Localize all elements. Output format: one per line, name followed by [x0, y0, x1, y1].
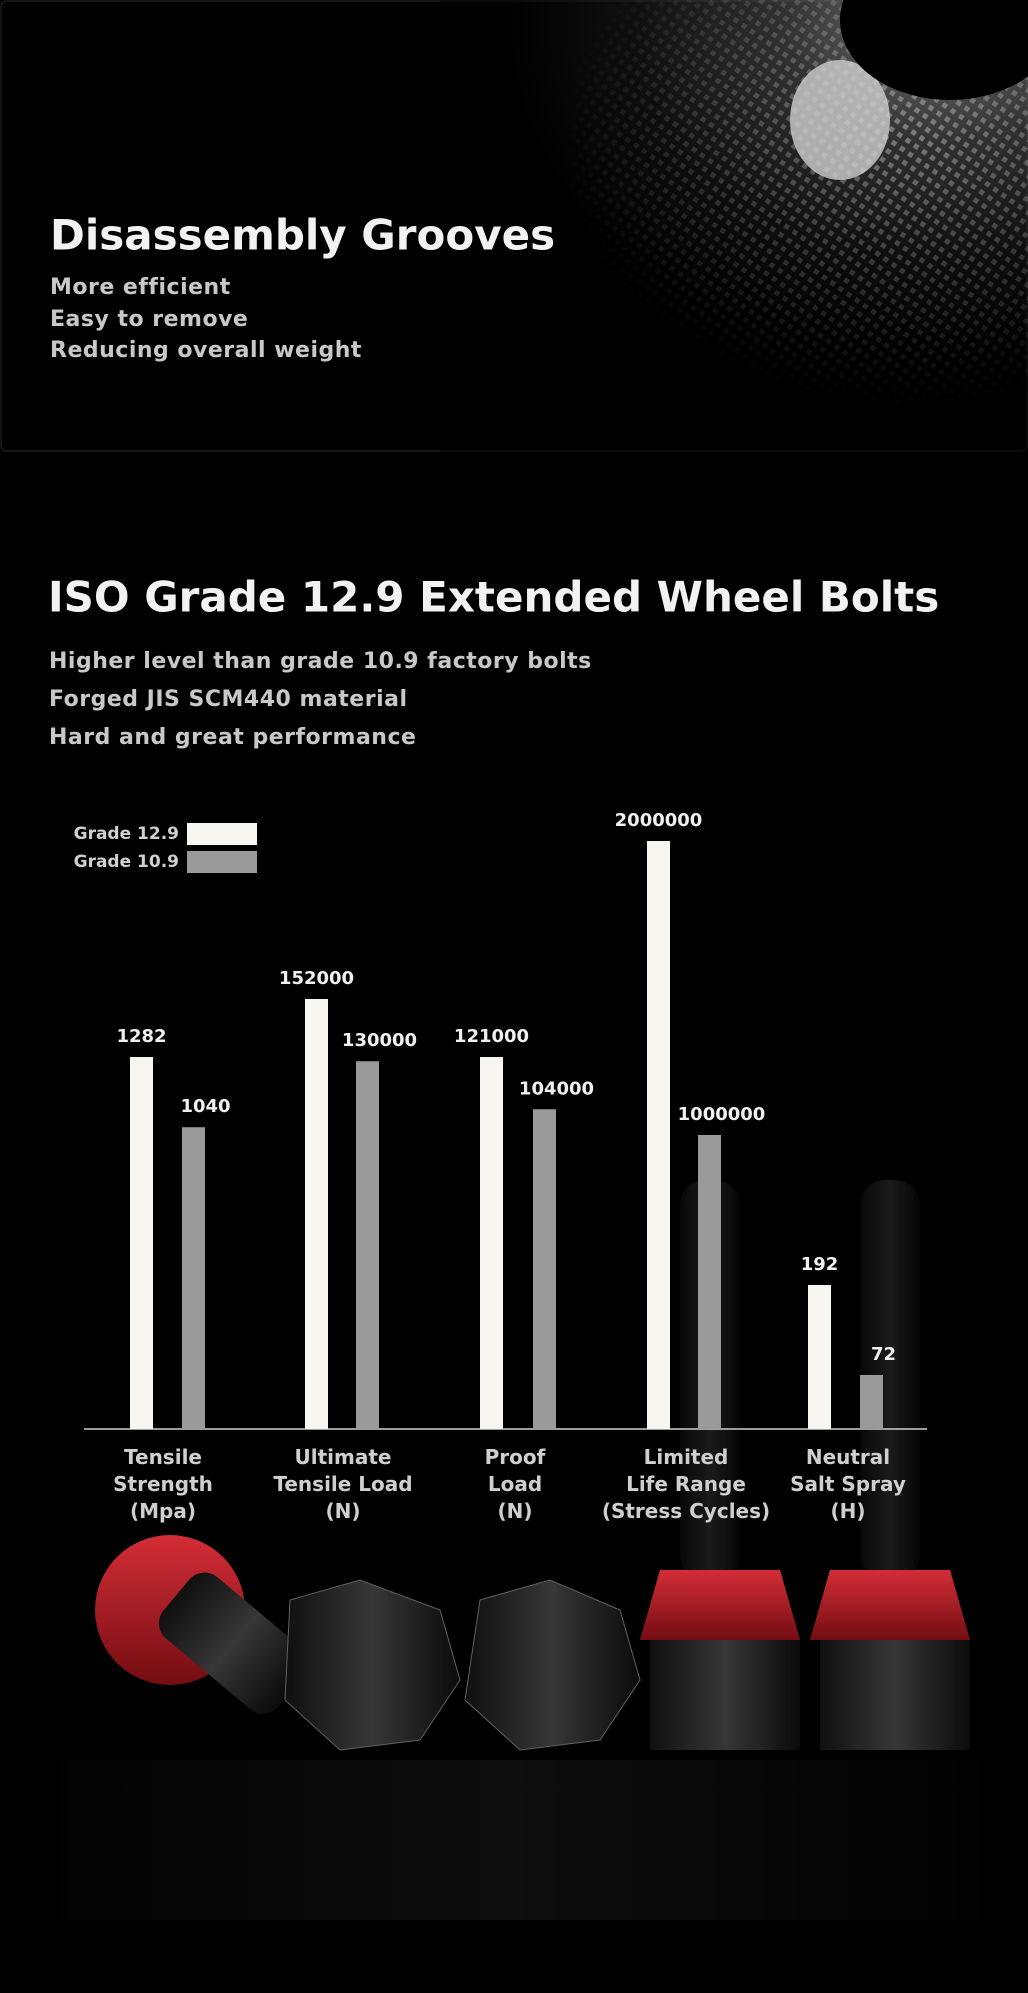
legend-swatch [187, 823, 257, 845]
x-tick-label: Neutral Salt Spray (H) [790, 1445, 906, 1523]
feature: Hard and great performance [49, 725, 416, 750]
label-line: (Stress Cycles) [602, 1499, 770, 1523]
value-label: 2000000 [615, 810, 703, 831]
bar [808, 1285, 831, 1429]
label-line: Neutral [806, 1445, 890, 1469]
x-tick-label: Limited Life Range (Stress Cycles) [602, 1445, 770, 1523]
bar [533, 1109, 556, 1429]
value-label: 1282 [116, 1026, 166, 1047]
value-label: 1040 [180, 1096, 230, 1117]
bar [480, 1057, 503, 1429]
label-line: (N) [497, 1499, 532, 1523]
x-tick-label: Proof Load (N) [485, 1445, 546, 1523]
section-title: ISO Grade 12.9 Extended Wheel Bolts [48, 573, 939, 622]
label-line: Ultimate [295, 1445, 392, 1469]
value-label: 72 [871, 1344, 896, 1365]
wheel-hole [790, 60, 890, 180]
section-title: Disassembly Grooves [50, 211, 555, 260]
bar [698, 1135, 721, 1429]
legend-swatch [187, 851, 257, 873]
label-line: Life Range [626, 1472, 746, 1496]
value-label: 130000 [342, 1030, 417, 1051]
value-label: 104000 [519, 1078, 594, 1099]
value-label: 192 [801, 1254, 839, 1275]
bar [305, 999, 328, 1429]
label-line: Tensile Load [273, 1472, 412, 1496]
feature: Forged JIS SCM440 material [49, 687, 408, 712]
x-tick-label: Ultimate Tensile Load (N) [273, 1445, 412, 1523]
label-line: Load [488, 1472, 542, 1496]
value-label: 1000000 [678, 1104, 766, 1125]
label-line: Salt Spray [790, 1472, 906, 1496]
label-line: (N) [325, 1499, 360, 1523]
label-line: (Mpa) [130, 1499, 196, 1523]
x-tick-label: Tensile Strength (Mpa) [113, 1445, 213, 1523]
label-line: Proof [485, 1445, 546, 1469]
bar [647, 841, 670, 1429]
bar [356, 1061, 379, 1429]
feature: Easy to remove [50, 307, 248, 332]
bar [182, 1127, 205, 1429]
bar [860, 1375, 883, 1429]
bar [130, 1057, 153, 1429]
wheel-hole [840, 0, 1028, 100]
label-line: Tensile [124, 1445, 202, 1469]
feature: Higher level than grade 10.9 factory bol… [49, 649, 592, 674]
label-line: Limited [644, 1445, 729, 1469]
legend-label: Grade 10.9 [74, 852, 179, 872]
value-label: 152000 [279, 968, 354, 989]
legend-label: Grade 12.9 [74, 824, 179, 844]
feature: More efficient [50, 275, 231, 300]
feature: Reducing overall weight [50, 338, 362, 363]
value-label: 121000 [454, 1026, 529, 1047]
label-line: (H) [830, 1499, 865, 1523]
label-line: Strength [113, 1472, 213, 1496]
